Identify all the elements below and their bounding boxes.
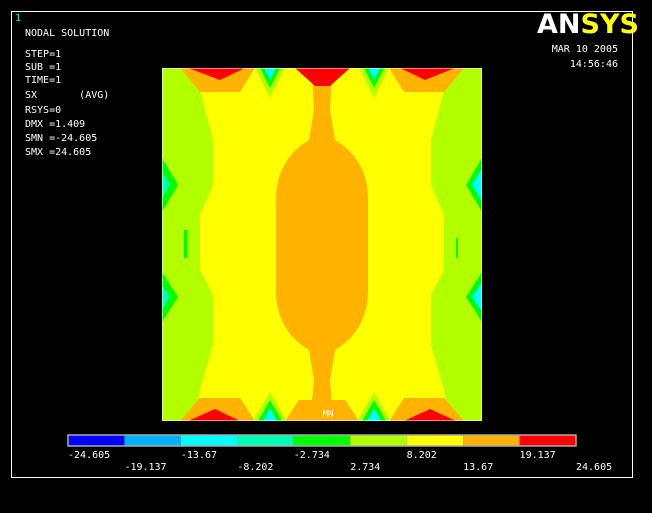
contour-band bbox=[188, 68, 245, 80]
info-line: RSYS=0 bbox=[25, 105, 61, 116]
contour-band bbox=[180, 68, 255, 92]
contour-band bbox=[389, 68, 464, 92]
contour-band bbox=[367, 408, 381, 421]
info-line: DMX =1.409 bbox=[25, 119, 85, 130]
contour-band bbox=[188, 409, 240, 421]
legend-label: 2.734 bbox=[350, 462, 380, 473]
contour-band bbox=[472, 168, 482, 202]
legend-swatch bbox=[180, 435, 238, 446]
legend-label: 13.67 bbox=[463, 462, 493, 473]
time: 14:56:46 bbox=[570, 59, 618, 70]
frame bbox=[11, 11, 633, 478]
contour-band bbox=[162, 68, 213, 421]
legend-label: 24.605 bbox=[576, 462, 612, 473]
contour-band bbox=[456, 238, 458, 258]
legend: -24.605 -19.137 -13.67 -8.202 -2.734 2.734 8.2… bbox=[67, 434, 612, 473]
legend-label: -13.67 bbox=[181, 450, 217, 461]
legend-swatch bbox=[124, 435, 181, 446]
legend-swatch bbox=[406, 435, 464, 446]
legend-swatch bbox=[350, 435, 407, 446]
info-line: SMX =24.605 bbox=[25, 147, 91, 158]
contour-band bbox=[472, 282, 482, 312]
contour-band bbox=[295, 68, 350, 86]
legend-label: -8.202 bbox=[237, 462, 273, 473]
contour-band bbox=[404, 409, 456, 421]
contour-band bbox=[264, 68, 276, 80]
legend-swatch bbox=[463, 435, 520, 446]
logo: ANSYS bbox=[537, 9, 639, 40]
contour-band bbox=[162, 285, 170, 310]
info-line: SUB =1 bbox=[25, 62, 61, 73]
contour-band bbox=[389, 398, 464, 421]
contour-band bbox=[162, 172, 170, 198]
legend-border bbox=[67, 434, 577, 447]
logo-part: SYS bbox=[581, 9, 639, 40]
contour-band bbox=[400, 68, 455, 80]
info-line: NODAL SOLUTION bbox=[25, 28, 109, 39]
legend-label: -2.734 bbox=[294, 450, 330, 461]
legend-label: 8.202 bbox=[407, 450, 437, 461]
contour-band bbox=[276, 68, 368, 421]
legend-swatch bbox=[293, 435, 351, 446]
contour-band bbox=[263, 408, 277, 421]
logo-part: AN bbox=[537, 9, 581, 40]
legend-swatch bbox=[68, 435, 125, 446]
contour-band bbox=[368, 68, 380, 80]
legend-swatch bbox=[519, 435, 576, 446]
info-line: TIME=1 bbox=[25, 75, 61, 86]
model-outline bbox=[162, 68, 482, 421]
contour-band bbox=[184, 230, 187, 258]
info-block: NODAL SOLUTION STEP=1 SUB =1 TIME=1 SX (AVG)… bbox=[25, 28, 109, 158]
contour-plot: MN bbox=[162, 68, 482, 421]
contour-band bbox=[285, 400, 359, 421]
info-line: SX (AVG) bbox=[25, 90, 109, 101]
date: MAR 10 2005 bbox=[552, 44, 618, 55]
contour-band bbox=[180, 398, 255, 421]
info-line: SMN =-24.605 bbox=[25, 133, 97, 144]
info-line: STEP=1 bbox=[25, 49, 61, 60]
legend-label: -24.605 bbox=[68, 450, 110, 461]
legend-label: 19.137 bbox=[520, 450, 556, 461]
legend-swatch bbox=[237, 435, 294, 446]
min-marker: MN bbox=[323, 410, 334, 420]
legend-label: -19.137 bbox=[124, 462, 166, 473]
window-number: 1 bbox=[15, 13, 21, 24]
